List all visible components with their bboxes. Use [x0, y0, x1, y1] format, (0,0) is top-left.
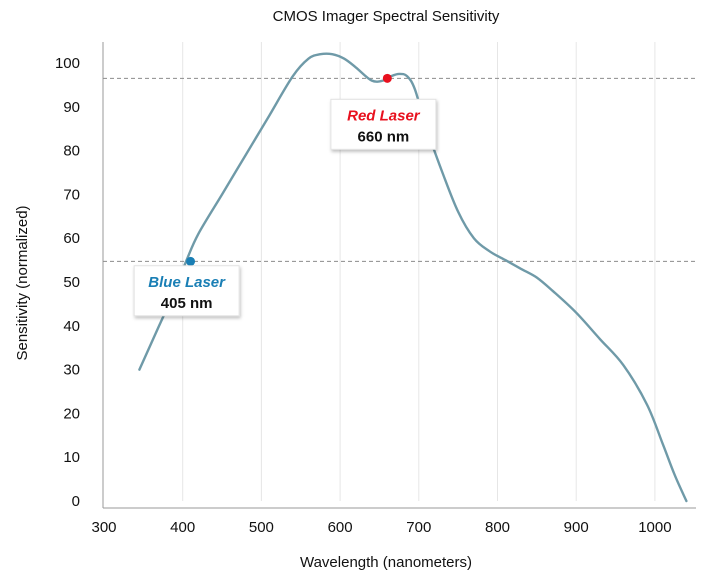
- x-tick-label: 800: [485, 519, 510, 536]
- laser-marker-point: [382, 73, 392, 83]
- x-tick-label: 700: [406, 519, 431, 536]
- annotation-box: [330, 98, 437, 150]
- x-tick-label: 1000: [638, 519, 671, 536]
- y-tick-label: 0: [72, 493, 80, 510]
- y-tick-label: 100: [55, 55, 80, 72]
- axes: 300 400 500 600 700 800 900 1000 0 10 20 30 40 50 60 70…: [55, 42, 696, 536]
- y-tick-label: 60: [63, 230, 80, 247]
- y-tick-label: 50: [63, 274, 80, 291]
- series-layer: [138, 52, 688, 503]
- annotation-box: [133, 265, 240, 317]
- sensitivity-curve: [138, 52, 688, 503]
- x-tick-label: 300: [91, 519, 116, 536]
- chart-title: CMOS Imager Spectral Sensitivity: [273, 8, 500, 25]
- laser-annotation: Blue Laser 405 nm: [133, 265, 240, 317]
- laser-annotation: Red Laser 660 nm: [330, 98, 437, 150]
- annotations: Red Laser 660 nm Blue Laser 405 nm: [133, 98, 437, 317]
- y-tick-label: 20: [63, 405, 80, 422]
- y-tick-label: 80: [63, 143, 80, 160]
- y-tick-label: 90: [63, 99, 80, 116]
- laser-marker-point: [186, 256, 196, 266]
- x-axis-label: Wavelength (nanometers): [300, 554, 472, 571]
- annotation-title: Blue Laser: [148, 274, 226, 291]
- annotation-value: 660 nm: [358, 128, 410, 145]
- y-axis-label: Sensitivity (normalized): [14, 205, 31, 360]
- reference-lines: [103, 77, 696, 262]
- markers: [186, 73, 392, 266]
- annotation-value: 405 nm: [161, 295, 213, 312]
- y-tick-label: 30: [63, 362, 80, 379]
- annotation-title: Red Laser: [347, 107, 421, 124]
- y-tick-label: 10: [63, 449, 80, 466]
- x-tick-label: 900: [564, 519, 589, 536]
- x-tick-label: 400: [170, 519, 195, 536]
- y-tick-label: 70: [63, 186, 80, 203]
- y-tick-label: 40: [63, 318, 80, 335]
- x-tick-label: 600: [328, 519, 353, 536]
- x-tick-label: 500: [249, 519, 274, 536]
